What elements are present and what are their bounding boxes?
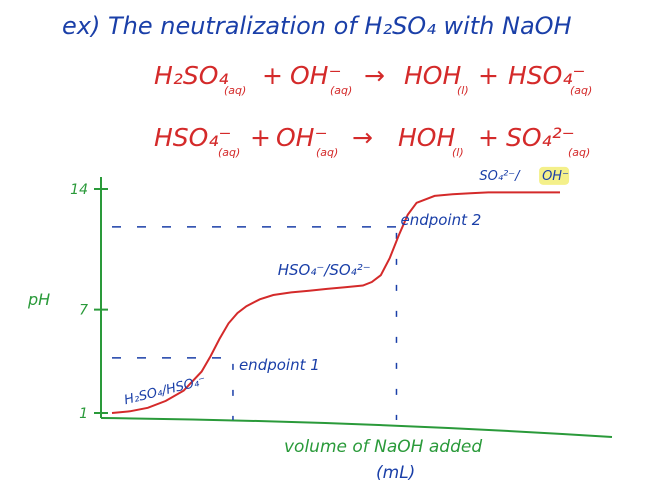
reaction-1-product2-state: (aq) bbox=[570, 84, 592, 97]
reaction-1: H₂SO₄ (aq) + OH⁻ (aq) → HOH (l) + HSO₄⁻ … bbox=[154, 61, 592, 97]
reaction-1-reactant1-state: (aq) bbox=[224, 84, 246, 97]
reaction-2-reactant2: OH⁻ bbox=[276, 123, 328, 152]
y-tick-label: 7 bbox=[79, 303, 88, 319]
reaction-2-product2: SO₄²⁻ bbox=[506, 123, 575, 152]
reaction-2-plus-1: + bbox=[250, 123, 271, 152]
annotation-label: HSO₄⁻/SO₄²⁻ bbox=[278, 261, 371, 279]
annotation-label: endpoint 1 bbox=[239, 356, 320, 374]
axes bbox=[100, 177, 613, 438]
x-axis-label: volume of NaOH added bbox=[284, 437, 482, 457]
annotation-label: SO₄²⁻/ bbox=[479, 169, 521, 184]
y-axis-label: pH bbox=[27, 290, 50, 309]
reaction-1-product1-state: (l) bbox=[457, 84, 469, 97]
reaction-1-reactant1: H₂SO₄ bbox=[154, 61, 228, 90]
reaction-2-reactant1: HSO₄⁻ bbox=[154, 123, 232, 152]
page-title: ex) The neutralization of H₂SO₄ with NaO… bbox=[62, 12, 572, 40]
reaction-1-arrow: → bbox=[364, 61, 385, 90]
annotation-highlight bbox=[539, 166, 570, 185]
reaction-1-reactant2: OH⁻ bbox=[290, 61, 342, 90]
titration-curve bbox=[111, 191, 560, 414]
annotation-label: H₂SO₄/HSO₄⁻ bbox=[123, 374, 208, 409]
annotation-label: endpoint 2 bbox=[400, 211, 481, 229]
reaction-2-product1: HOH bbox=[398, 123, 455, 152]
reaction-2-product1-state: (l) bbox=[452, 146, 464, 159]
reaction-1-reactant2-state: (aq) bbox=[330, 84, 352, 97]
y-tick-label: 1 bbox=[79, 406, 88, 422]
reaction-1-product2: HSO₄⁻ bbox=[508, 61, 586, 90]
reaction-2-arrow: → bbox=[352, 123, 373, 152]
reaction-2-reactant1-state: (aq) bbox=[218, 146, 240, 159]
reaction-2-plus-2: + bbox=[478, 123, 499, 152]
reference-lines bbox=[112, 226, 400, 420]
reaction-1-plus-1: + bbox=[262, 61, 283, 90]
reaction-1-plus-2: + bbox=[478, 61, 499, 90]
reaction-2-reactant2-state: (aq) bbox=[316, 146, 338, 159]
x-axis bbox=[100, 417, 613, 438]
reaction-1-product1: HOH bbox=[404, 61, 461, 90]
reaction-2-product2-state: (aq) bbox=[568, 146, 590, 159]
x-axis-unit: (mL) bbox=[376, 463, 415, 483]
annotation-label: OH⁻ bbox=[542, 169, 569, 184]
y-tick-label: 14 bbox=[70, 182, 88, 198]
reaction-2: HSO₄⁻ (aq) + OH⁻ (aq) → HOH (l) + SO₄²⁻ … bbox=[154, 123, 590, 159]
